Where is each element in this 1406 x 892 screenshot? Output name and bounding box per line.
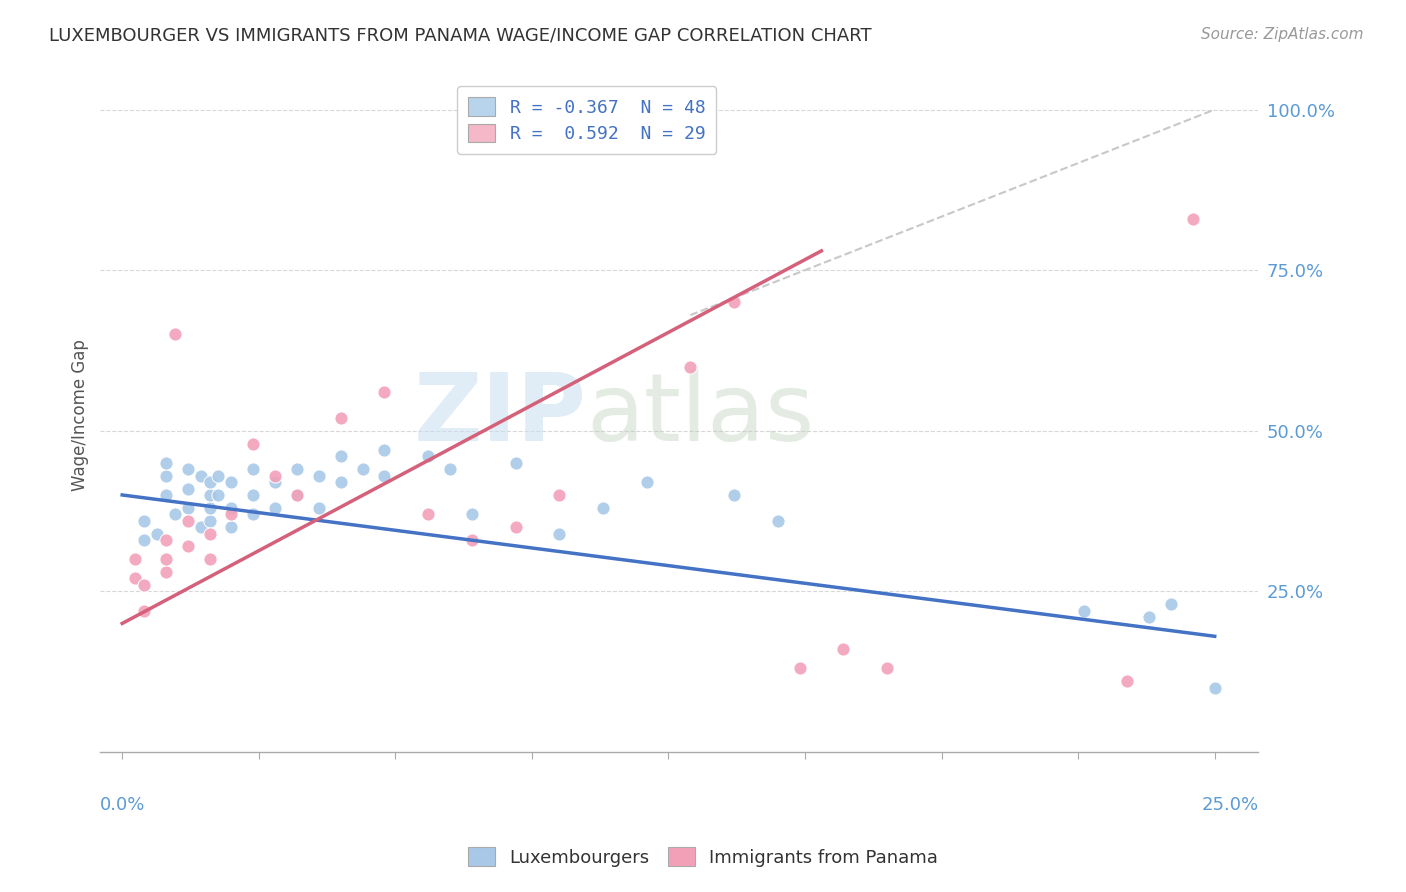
Point (264, 475, 287, 489)
Point (124, 572, 146, 586)
Point (285, 488, 308, 502)
Point (308, 500, 330, 515)
Point (1073, 604, 1095, 618)
Y-axis label: Wage/Income Gap: Wage/Income Gap (72, 339, 89, 491)
Point (1181, 211, 1204, 226)
Point (155, 565, 177, 579)
Point (198, 475, 221, 489)
Point (592, 500, 614, 515)
Point (723, 295, 745, 310)
Point (329, 410, 352, 425)
Point (198, 526, 221, 541)
Point (548, 488, 571, 502)
Point (198, 488, 221, 502)
Point (723, 488, 745, 502)
Text: LUXEMBOURGER VS IMMIGRANTS FROM PANAMA WAGE/INCOME GAP CORRELATION CHART: LUXEMBOURGER VS IMMIGRANTS FROM PANAMA W… (49, 27, 872, 45)
Point (285, 488, 308, 502)
Point (132, 514, 155, 528)
Point (1160, 597, 1182, 611)
Point (352, 462, 374, 476)
Point (373, 442, 395, 457)
Point (207, 488, 229, 502)
Point (242, 462, 264, 476)
Point (439, 462, 461, 476)
Point (124, 552, 146, 566)
Point (461, 508, 484, 522)
Legend: Luxembourgers, Immigrants from Panama: Luxembourgers, Immigrants from Panama (461, 840, 945, 874)
Point (505, 456, 527, 470)
Point (132, 604, 155, 618)
Point (789, 661, 811, 675)
Point (198, 552, 221, 566)
Point (163, 508, 186, 522)
Point (832, 642, 855, 657)
Point (177, 462, 200, 476)
Text: 0.0%: 0.0% (100, 796, 146, 814)
Point (155, 488, 177, 502)
Point (177, 514, 200, 528)
Point (329, 450, 352, 464)
Point (177, 500, 200, 515)
Point (876, 661, 898, 675)
Point (177, 482, 200, 496)
Point (548, 526, 571, 541)
Point (373, 385, 395, 400)
Point (221, 520, 243, 534)
Point (242, 488, 264, 502)
Point (1137, 610, 1160, 624)
Point (221, 500, 243, 515)
Point (285, 462, 308, 476)
Point (190, 468, 212, 483)
Text: 25.0%: 25.0% (1201, 796, 1258, 814)
Point (373, 468, 395, 483)
Point (416, 508, 439, 522)
Point (308, 468, 330, 483)
Point (190, 520, 212, 534)
Point (264, 468, 287, 483)
Point (505, 520, 527, 534)
Text: ZIP: ZIP (413, 368, 586, 460)
Point (198, 514, 221, 528)
Point (461, 533, 484, 547)
Text: Source: ZipAtlas.com: Source: ZipAtlas.com (1201, 27, 1364, 42)
Point (679, 359, 702, 374)
Point (221, 475, 243, 489)
Point (207, 468, 229, 483)
Point (163, 327, 186, 342)
Point (416, 450, 439, 464)
Point (132, 533, 155, 547)
Point (155, 533, 177, 547)
Point (636, 475, 658, 489)
Point (198, 500, 221, 515)
Point (242, 436, 264, 450)
Point (242, 508, 264, 522)
Point (146, 526, 169, 541)
Point (155, 456, 177, 470)
Point (1116, 674, 1139, 689)
Point (177, 540, 200, 554)
Text: atlas: atlas (586, 368, 815, 460)
Point (766, 514, 789, 528)
Point (155, 552, 177, 566)
Point (221, 508, 243, 522)
Legend: R = -0.367  N = 48, R =  0.592  N = 29: R = -0.367 N = 48, R = 0.592 N = 29 (457, 87, 716, 154)
Point (132, 578, 155, 592)
Point (264, 500, 287, 515)
Point (155, 468, 177, 483)
Point (1204, 681, 1226, 695)
Point (329, 475, 352, 489)
